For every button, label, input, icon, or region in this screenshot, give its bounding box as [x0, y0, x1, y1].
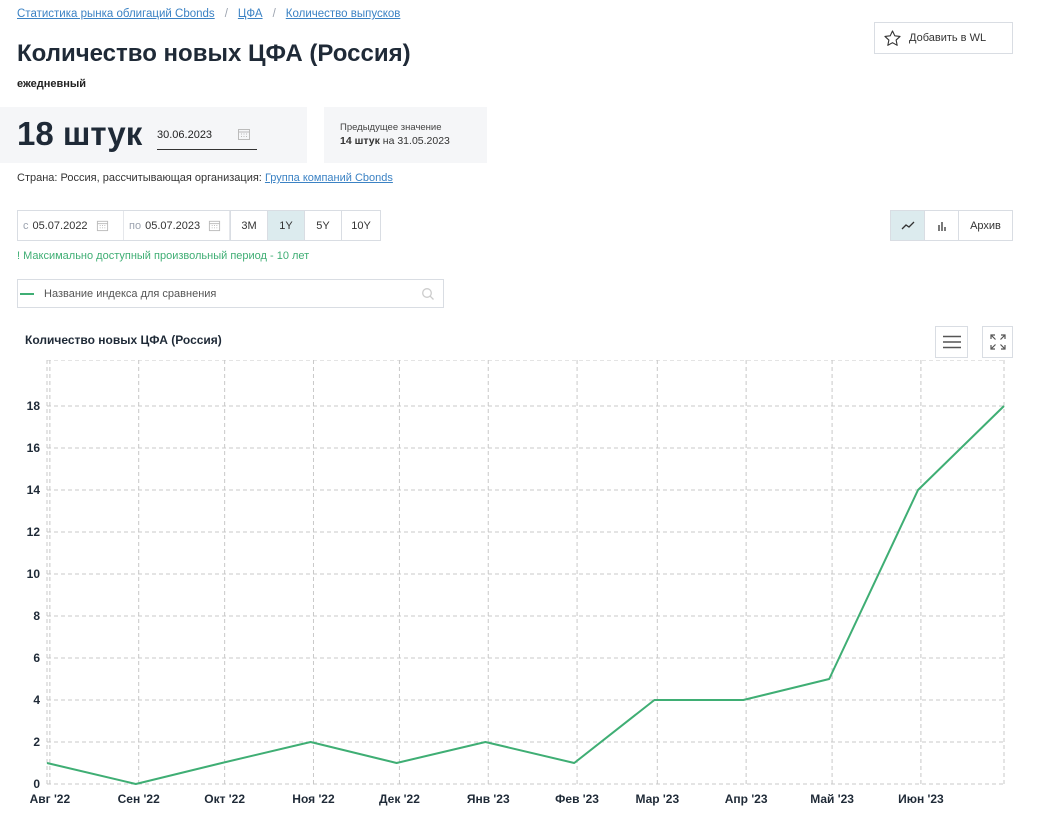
period-to-date: 05.07.2023 [145, 219, 201, 232]
calendar-icon[interactable] [208, 219, 221, 232]
current-value: 18 штук [17, 115, 143, 152]
x-tick-label: Окт '22 [204, 792, 245, 806]
x-tick-label: Дек '22 [379, 792, 420, 806]
fullscreen-button[interactable] [982, 326, 1013, 358]
value-date: 30.06.2023 [157, 129, 213, 141]
y-tick-label: 4 [33, 693, 40, 707]
line-chart-icon [901, 221, 914, 229]
y-tick-label: 6 [33, 651, 40, 665]
breadcrumb-link-cfa[interactable]: ЦФА [237, 8, 263, 20]
x-tick-label: Мар '23 [635, 792, 679, 806]
y-tick-label: 2 [33, 735, 40, 749]
menu-icon [942, 335, 961, 349]
calendar-icon[interactable] [237, 127, 251, 141]
bar-chart-icon [937, 221, 946, 231]
range-10y-button[interactable]: 10Y [341, 211, 380, 240]
view-switcher: Архив [890, 210, 1013, 241]
frequency-label: ежедневный [17, 78, 87, 90]
chart-menu-button[interactable] [935, 326, 968, 358]
breadcrumb-link-issue-count[interactable]: Количество выпусков [285, 8, 401, 20]
compare-index-search [17, 279, 444, 308]
x-tick-label: Апр '23 [725, 792, 768, 806]
y-tick-label: 8 [33, 609, 40, 623]
period-from-date: 05.07.2022 [32, 219, 88, 232]
current-value-panel: 18 штук 30.06.2023 [0, 107, 307, 163]
search-icon[interactable] [421, 287, 435, 301]
previous-value-on: на [382, 135, 395, 147]
x-tick-label: Май '23 [810, 792, 854, 806]
range-1y-button[interactable]: 1Y [267, 211, 304, 240]
previous-value-date: 31.05.2023 [397, 135, 450, 147]
series-line [46, 405, 1005, 785]
previous-value-panel: Предыдущее значение 14 штук на 31.05.202… [324, 107, 487, 163]
expand-icon [989, 334, 1006, 350]
x-tick-label: Ноя '22 [292, 792, 335, 806]
country-text: Страна: Россия, рассчитывающая организац… [17, 172, 262, 184]
bar-view-button[interactable] [925, 211, 959, 240]
breadcrumb-separator: / [224, 8, 228, 20]
organization-link[interactable]: Группа компаний Cbonds [264, 172, 393, 184]
y-tick-label: 14 [27, 483, 41, 497]
page-title: Количество новых ЦФА (Россия) [17, 40, 411, 67]
chart-title: Количество новых ЦФА (Россия) [25, 333, 222, 347]
series-color-swatch [20, 292, 34, 295]
period-from-label: с [23, 219, 29, 232]
line-chart: 0 2 4 6 8 10 12 14 16 18 Авг '22 Сен '22 Окт '22 Ноя … [27, 360, 1005, 806]
x-tick-label: Фев '23 [555, 792, 599, 806]
y-tick-label: 10 [27, 567, 41, 581]
period-notice: ! Максимально доступный произвольный пер… [17, 250, 310, 262]
add-to-watchlist-button[interactable]: Добавить в WL [874, 22, 1013, 54]
breadcrumb-link-cbonds-stats[interactable]: Статистика рынка облигаций Cbonds [17, 8, 215, 20]
star-icon [884, 29, 901, 46]
y-tick-label: 12 [27, 525, 41, 539]
country-info: Страна: Россия, рассчитывающая организац… [17, 172, 393, 184]
value-date-field[interactable]: 30.06.2023 [157, 122, 257, 150]
range-3m-button[interactable]: 3M [230, 211, 267, 240]
compare-index-input[interactable] [44, 287, 421, 300]
x-tick-label: Авг '22 [30, 792, 71, 806]
previous-value-label: Предыдущее значение [340, 122, 442, 133]
line-view-button[interactable] [891, 211, 925, 240]
breadcrumb: Статистика рынка облигаций Cbonds / ЦФА … [17, 8, 400, 20]
period-to-field[interactable]: по 05.07.2023 [124, 211, 230, 240]
x-tick-label: Сен '22 [118, 792, 160, 806]
period-from-field[interactable]: с 05.07.2022 [18, 211, 124, 240]
calendar-icon[interactable] [96, 219, 109, 232]
x-tick-label: Янв '23 [467, 792, 510, 806]
x-tick-label: Июн '23 [898, 792, 944, 806]
previous-value: 14 штук [340, 135, 380, 147]
y-tick-label: 0 [33, 777, 40, 791]
add-to-watchlist-label: Добавить в WL [909, 32, 987, 44]
period-to-label: по [129, 219, 142, 232]
archive-button[interactable]: Архив [970, 219, 1001, 232]
y-tick-label: 16 [27, 441, 41, 455]
period-selector: с 05.07.2022 по 05.07.2023 3M 1Y 5Y 10Y [17, 210, 381, 241]
breadcrumb-separator: / [272, 8, 276, 20]
y-tick-label: 18 [27, 399, 41, 413]
range-5y-button[interactable]: 5Y [304, 211, 341, 240]
